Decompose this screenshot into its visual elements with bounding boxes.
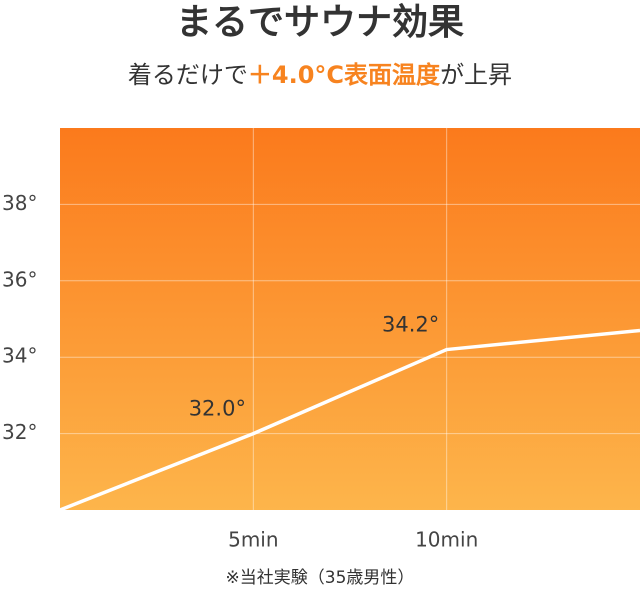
y-tick-label: 32° xyxy=(2,420,37,444)
plot-area xyxy=(60,128,640,510)
subtitle-part: が上昇 xyxy=(440,61,512,89)
data-label: 32.0° xyxy=(189,397,246,421)
data-label: 34.2° xyxy=(382,313,439,337)
footnote: ※当社実験（35歳男性） xyxy=(226,568,415,588)
x-tick-label: 10min xyxy=(415,528,478,552)
line xyxy=(59,328,640,512)
chart-subtitle: 着るだけで＋4.0°C表面温度が上昇 xyxy=(128,61,512,89)
chart-title: まるでサウナ効果 xyxy=(176,2,464,43)
subtitle-highlight: ＋4.0°C表面温度 xyxy=(248,61,441,89)
y-tick-label: 38° xyxy=(2,191,37,215)
x-tick-label: 5min xyxy=(228,528,278,552)
subtitle-part: 着るだけで xyxy=(128,61,248,89)
y-tick-label: 36° xyxy=(2,267,37,291)
y-tick-label: 34° xyxy=(2,344,37,368)
